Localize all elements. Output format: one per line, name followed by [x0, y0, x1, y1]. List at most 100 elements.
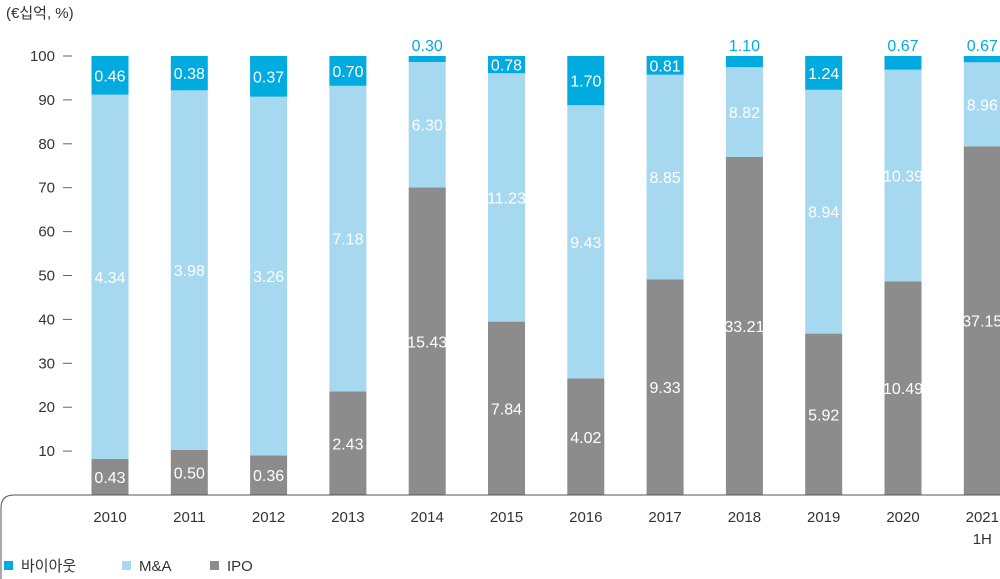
- y-axis: 10 20 30 40 50 60 70 80 90 100: [30, 48, 72, 460]
- data-label-ma: 8.94: [808, 205, 839, 222]
- y-tick-label: 90: [38, 92, 55, 109]
- bar-segment-ma-2021: [963, 62, 1000, 147]
- bar-segment-ma-2018: [725, 67, 763, 157]
- y-tick-label: 60: [38, 224, 55, 241]
- x-tick-label: 2016: [569, 509, 602, 526]
- bar-segment-ma-2013: [329, 85, 367, 392]
- x-tick-label: 2010: [93, 509, 126, 526]
- data-label-ipo: 10.49: [883, 381, 923, 398]
- data-label-ma: 8.96: [967, 97, 998, 114]
- data-label-ma: 6.30: [412, 118, 443, 135]
- legend-label: IPO: [227, 558, 253, 575]
- x-axis: 2010 2011 2012 2013 2014 2015 2016 2017 2018 2019…: [93, 509, 999, 548]
- bar-segment-buyout-2016: [567, 56, 605, 106]
- x-tick-label: 2011: [173, 509, 205, 526]
- legend-label: M&A: [139, 558, 172, 575]
- bar-segment-ipo-2021: [963, 146, 1000, 495]
- x-tick-label: 2017: [648, 509, 681, 526]
- data-label-ipo: 9.33: [650, 380, 681, 397]
- bar-segment-ipo-2016: [567, 378, 605, 495]
- data-label-ipo: 33.21: [724, 319, 764, 336]
- data-labels: 0.43 4.34 0.46 0.50 3.98 0.38 0.36 3.26 0.37 2.43…: [94, 38, 1000, 487]
- bar-segment-ma-2010: [91, 94, 129, 459]
- data-label-buyout: 0.70: [332, 64, 363, 81]
- data-label-ma: 8.82: [729, 105, 760, 122]
- x-axis-baseline: [0, 494, 1000, 579]
- x-tick-label: 2018: [728, 509, 761, 526]
- bar-segment-buyout-2013: [329, 56, 367, 86]
- x-tick-label: 2019: [807, 509, 840, 526]
- bar-segment-ipo-2012: [250, 455, 288, 495]
- data-label-buyout: 0.30: [412, 38, 443, 55]
- x-tick-label: 2015: [490, 509, 523, 526]
- bar-segment-ipo-2019: [805, 333, 843, 495]
- bar-segment-buyout-2018: [725, 56, 763, 68]
- bar-segment-ipo-2014: [408, 187, 446, 495]
- data-label-buyout: 0.78: [491, 58, 522, 75]
- bar-segment-ipo-2020: [884, 281, 922, 495]
- bar-segment-ma-2016: [567, 105, 605, 379]
- bar-segment-buyout-2019: [805, 56, 843, 90]
- bars: [91, 56, 1000, 496]
- bar-segment-ma-2017: [646, 74, 684, 280]
- data-label-buyout: 0.81: [650, 58, 681, 75]
- data-label-ipo: 7.84: [491, 401, 522, 418]
- data-label-buyout: 0.67: [887, 38, 918, 55]
- data-label-ipo: 37.15: [962, 314, 1000, 331]
- data-label-ipo: 0.50: [174, 465, 205, 482]
- data-label-ma: 11.23: [487, 190, 526, 207]
- bar-segment-ma-2011: [170, 90, 208, 450]
- bar-segment-buyout-2011: [170, 56, 208, 91]
- bar-segment-ipo-2013: [329, 391, 367, 495]
- legend-swatch: [210, 561, 219, 570]
- bar-segment-buyout-2020: [884, 56, 922, 70]
- data-label-ipo: 15.43: [407, 334, 447, 351]
- legend-swatch: [4, 561, 13, 570]
- x-tick-label: 2013: [331, 509, 364, 526]
- bar-segment-buyout-2021: [963, 56, 1000, 63]
- data-label-ipo: 2.43: [332, 436, 363, 453]
- x-tick-label: 2012: [252, 509, 285, 526]
- bar-segment-ipo-2015: [488, 321, 525, 495]
- x-tick-label: 2014: [411, 509, 444, 526]
- legend-swatch: [122, 561, 131, 570]
- bar-segment-ma-2012: [250, 96, 288, 456]
- data-label-ipo: 0.43: [94, 470, 125, 487]
- data-label-ipo: 5.92: [808, 407, 839, 424]
- data-label-buyout: 0.37: [253, 69, 284, 86]
- data-label-buyout: 1.70: [570, 74, 601, 91]
- y-tick-label: 40: [38, 311, 55, 328]
- data-label-ma: 3.98: [174, 263, 205, 280]
- data-label-ma: 9.43: [570, 235, 601, 252]
- x-tick-label: 2021: [966, 509, 999, 526]
- data-label-ma: 7.18: [332, 232, 363, 249]
- bar-segment-ma-2019: [805, 89, 843, 334]
- bar-segment-ipo-2018: [725, 156, 763, 496]
- x-tick-label: 2020: [886, 509, 919, 526]
- bar-segment-ipo-2010: [91, 458, 129, 495]
- bar-segment-buyout-2015: [488, 56, 525, 74]
- bar-segment-buyout-2010: [91, 56, 129, 95]
- bar-segment-ipo-2017: [646, 279, 684, 495]
- data-label-buyout: 0.67: [967, 38, 998, 55]
- data-label-ipo: 0.36: [253, 468, 284, 485]
- bar-segment-ma-2020: [884, 69, 922, 282]
- data-label-buyout: 1.24: [808, 66, 839, 83]
- data-label-ma: 4.34: [94, 270, 125, 287]
- bar-segment-ma-2015: [488, 73, 525, 322]
- data-label-ipo: 4.02: [570, 430, 601, 447]
- y-tick-label: 100: [30, 48, 55, 65]
- data-label-ma: 3.26: [253, 269, 284, 286]
- legend: 바이아웃 M&A IPO: [4, 558, 253, 575]
- bar-segment-buyout-2017: [646, 56, 684, 75]
- bar-segment-ma-2014: [408, 61, 446, 188]
- bar-segment-ipo-2011: [170, 449, 208, 495]
- data-label-ma: 10.39: [883, 168, 923, 185]
- y-tick-label: 50: [38, 268, 55, 285]
- bar-segment-buyout-2014: [408, 56, 446, 62]
- y-tick-label: 30: [38, 355, 55, 372]
- unit-label: (€십억, %): [6, 5, 74, 22]
- y-tick-label: 10: [38, 443, 55, 460]
- legend-label: 바이아웃: [21, 558, 76, 575]
